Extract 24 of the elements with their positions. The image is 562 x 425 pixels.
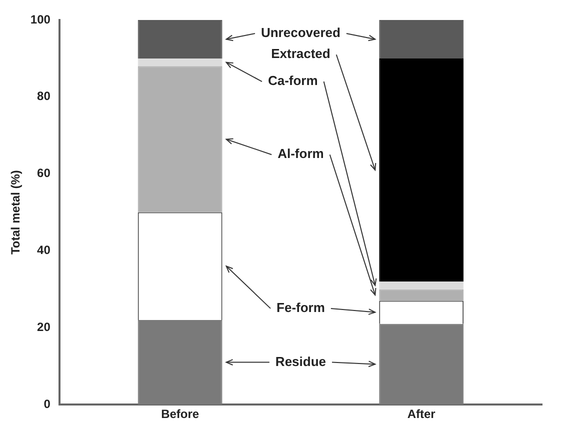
bar — [138, 20, 222, 58]
y-tick-label: 0 — [44, 396, 51, 411]
text: Fe-form — [276, 300, 325, 316]
text: Unrecovered — [260, 25, 341, 40]
y-tick-label: 20 — [37, 320, 51, 334]
y-tick-label: 100 — [30, 12, 51, 26]
text: Extracted — [271, 46, 330, 62]
y-axis-title: Total metal (%) — [8, 170, 23, 255]
x-tick-label: Before — [161, 407, 200, 422]
bar — [138, 320, 222, 405]
bar — [138, 66, 222, 212]
y-tick-label: 80 — [37, 89, 51, 104]
bar — [379, 289, 464, 301]
bar — [379, 58, 464, 282]
text: Residue — [275, 354, 326, 369]
x-tick-label: After — [407, 407, 436, 422]
bar — [379, 324, 464, 405]
bar — [379, 282, 464, 290]
bar — [138, 58, 222, 66]
text: Ca-form — [268, 73, 318, 88]
y-tick-label: 60 — [37, 166, 51, 180]
text: Al-form — [278, 146, 324, 162]
bar — [379, 20, 464, 58]
y-tick-label: 40 — [37, 243, 51, 258]
